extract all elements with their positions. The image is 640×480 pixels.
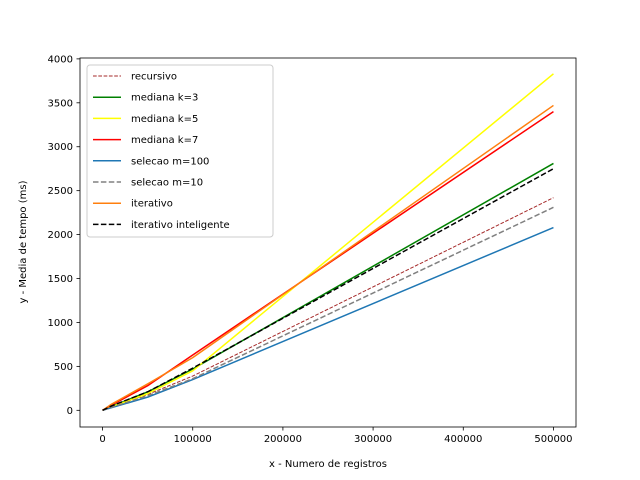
y-tick-label: 1000 — [48, 318, 73, 329]
legend: recursivo mediana k=3 mediana k=5 mediana k… — [86, 64, 274, 238]
y-axis: 0 500 1000 1500 2000 2500 3000 3500 4000 — [48, 54, 80, 417]
legend-label-4: mediana k=7 — [131, 135, 198, 146]
series-line-5 — [102, 226, 554, 412]
legend-label-7: iterativo — [131, 199, 173, 210]
series-line-7 — [102, 104, 554, 411]
y-tick-label: 0 — [67, 406, 73, 417]
legend-label-3: mediana k=5 — [131, 114, 198, 125]
x-tick-label: 400000 — [444, 434, 482, 445]
x-axis-label: x - Numero de registros — [269, 459, 387, 470]
y-tick-label: 1500 — [48, 274, 73, 285]
y-tick-label: 2500 — [48, 186, 73, 197]
legend-label-6: selecao m=10 — [131, 178, 203, 189]
y-tick-label: 2000 — [48, 230, 73, 241]
plot-frame — [79, 57, 577, 428]
x-tick-label: 200000 — [264, 434, 302, 445]
y-tick-label: 4000 — [48, 54, 73, 65]
legend-label-5: selecao m=100 — [131, 156, 209, 167]
series-layer — [102, 73, 554, 412]
series-line-8 — [102, 168, 554, 411]
x-tick-label: 500000 — [534, 434, 572, 445]
x-tick-label: 0 — [99, 434, 105, 445]
legend-label-2: mediana k=3 — [131, 93, 198, 104]
x-tick-label: 300000 — [354, 434, 392, 445]
legend-label-1: recursivo — [131, 72, 177, 83]
y-tick-label: 500 — [54, 362, 73, 373]
x-tick-label: 100000 — [174, 434, 212, 445]
y-tick-label: 3500 — [48, 98, 73, 109]
y-tick-label: 3000 — [48, 142, 73, 153]
legend-label-8: iterativo inteligente — [131, 220, 230, 231]
x-axis: 0 100000 200000 300000 400000 500000 — [99, 427, 573, 445]
legend-box — [86, 64, 274, 238]
y-axis-label: y - Media de tempo (ms) — [18, 180, 29, 303]
